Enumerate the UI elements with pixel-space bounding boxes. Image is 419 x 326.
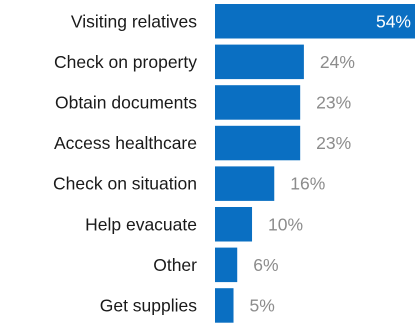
value-label-2: 23% <box>316 92 351 112</box>
bar-3 <box>215 125 301 161</box>
bar-1 <box>215 44 304 80</box>
value-label-3: 23% <box>316 133 351 153</box>
category-label-1: Check on property <box>54 52 197 72</box>
category-label-2: Obtain documents <box>55 92 197 112</box>
bar-7 <box>215 288 234 323</box>
bar-6 <box>215 247 238 283</box>
category-label-5: Help evacuate <box>85 214 197 234</box>
bar-0 <box>215 4 415 39</box>
value-label-7: 5% <box>250 295 275 315</box>
category-label-4: Check on situation <box>53 174 197 194</box>
bar-5 <box>215 207 253 242</box>
value-label-0: 54% <box>376 11 411 31</box>
value-label-6: 6% <box>253 255 278 275</box>
category-label-0: Visiting relatives <box>71 11 197 31</box>
value-label-4: 16% <box>290 174 325 194</box>
category-label-6: Other <box>153 255 197 275</box>
category-label-3: Access healthcare <box>54 133 197 153</box>
category-label-7: Get supplies <box>100 295 198 315</box>
value-label-5: 10% <box>268 214 303 234</box>
value-label-1: 24% <box>320 52 355 72</box>
bar-4 <box>215 166 275 201</box>
bar-2 <box>215 85 301 120</box>
